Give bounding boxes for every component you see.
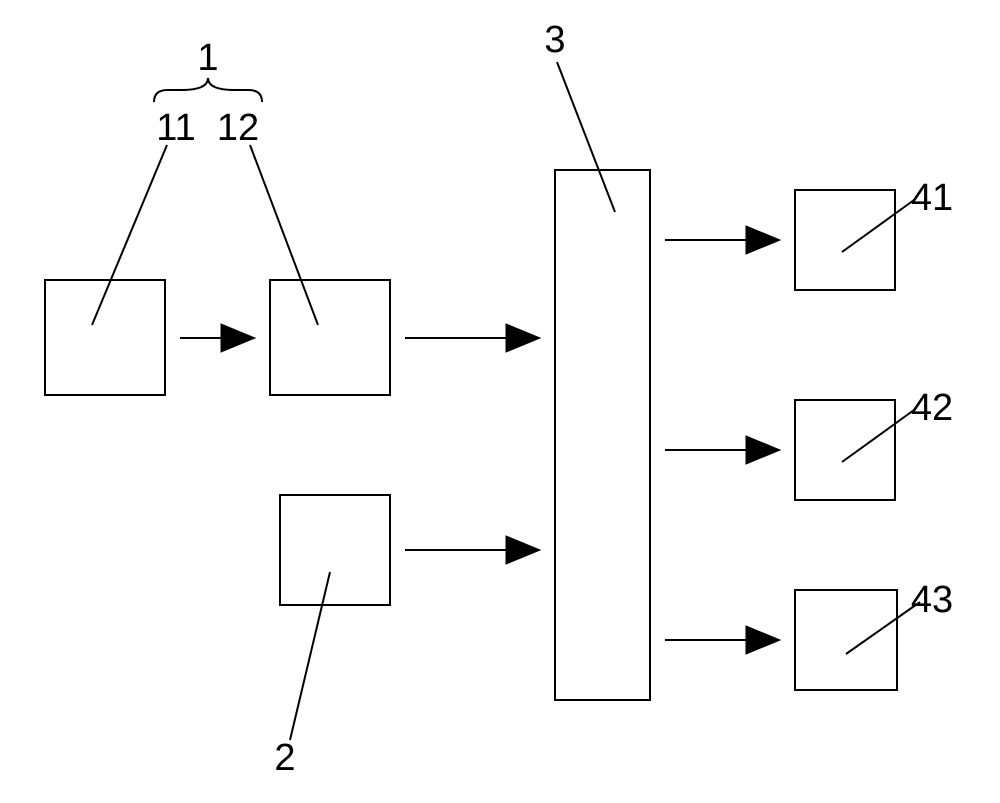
label-41: 41 — [911, 177, 953, 219]
label-12: 12 — [217, 107, 259, 149]
label-11: 11 — [156, 107, 195, 149]
leader-l3 — [557, 62, 615, 212]
leader-l43 — [846, 602, 920, 654]
label-43: 43 — [911, 579, 953, 621]
arrow-head-a11_12 — [221, 324, 255, 352]
leader-l11 — [92, 145, 167, 325]
box-b11 — [45, 280, 165, 395]
box-b43 — [795, 590, 897, 690]
label-1: 1 — [197, 37, 218, 79]
label-2: 2 — [274, 737, 295, 779]
label-42: 42 — [911, 387, 953, 429]
brace-1 — [154, 78, 262, 102]
leader-l2 — [290, 572, 330, 740]
box-b12 — [270, 280, 390, 395]
label-3: 3 — [544, 19, 565, 61]
arrow-head-a3_43 — [746, 626, 780, 654]
arrow-head-a3_41 — [746, 226, 780, 254]
leader-l42 — [842, 410, 914, 462]
box-b41 — [795, 190, 895, 290]
arrow-head-a2_3 — [506, 536, 540, 564]
box-b2 — [280, 495, 390, 605]
arrow-head-a3_42 — [746, 436, 780, 464]
arrow-head-a12_3 — [506, 324, 540, 352]
box-b42 — [795, 400, 895, 500]
leader-l41 — [842, 200, 914, 252]
box-b3 — [555, 170, 650, 700]
leader-l12 — [250, 145, 318, 325]
